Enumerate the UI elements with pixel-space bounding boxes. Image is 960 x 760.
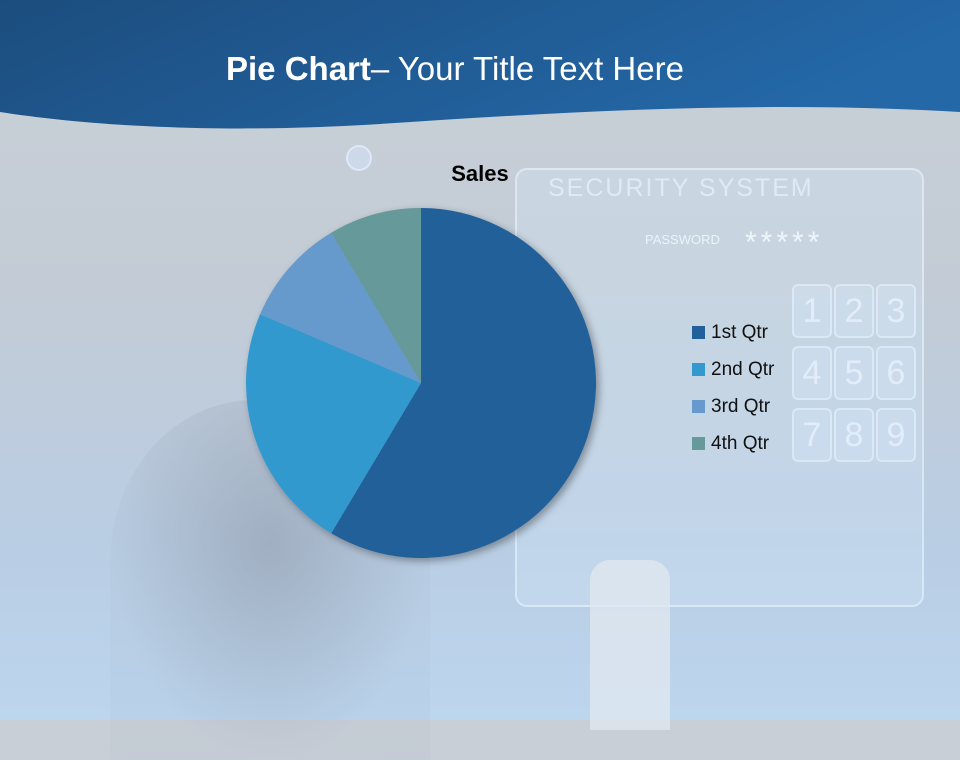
legend-item: 3rd Qtr — [692, 388, 774, 425]
background-key-9: 9 — [876, 408, 916, 462]
slide-title-bold: Pie Chart — [226, 50, 371, 87]
legend-swatch — [692, 326, 705, 339]
background-key-2: 2 — [834, 284, 874, 338]
pie-slice-3 — [260, 232, 421, 383]
header-band — [0, 0, 960, 129]
pie-slice-1 — [331, 208, 597, 558]
background-key-6: 6 — [876, 346, 916, 400]
chart-legend: 1st Qtr 2nd Qtr 3rd Qtr 4th Qtr — [692, 314, 774, 462]
background-key-7: 7 — [792, 408, 832, 462]
legend-item: 2nd Qtr — [692, 351, 774, 388]
background-key-8: 8 — [834, 408, 874, 462]
pie-slice-4 — [331, 208, 421, 383]
background-password-label: PASSWORD — [645, 232, 720, 247]
slide-title: Pie Chart– Your Title Text Here — [226, 50, 684, 88]
slide-title-rest: – Your Title Text Here — [370, 50, 684, 87]
pie-chart — [245, 208, 597, 558]
background-key-3: 3 — [876, 284, 916, 338]
background-key-5: 5 — [834, 346, 874, 400]
chart-title: Sales — [451, 161, 509, 186]
legend-swatch — [692, 363, 705, 376]
decorative-circle — [346, 145, 372, 171]
legend-label: 2nd Qtr — [711, 358, 775, 380]
legend-label: 4th Qtr — [711, 432, 770, 454]
background-key-1: 1 — [792, 284, 832, 338]
legend-item: 4th Qtr — [692, 425, 774, 462]
legend-item: 1st Qtr — [692, 314, 774, 351]
background-key-4: 4 — [792, 346, 832, 400]
background-arm — [590, 560, 670, 730]
legend-label: 1st Qtr — [711, 321, 769, 343]
pie-slice-2 — [245, 314, 421, 534]
legend-label: 3rd Qtr — [711, 395, 771, 417]
background-panel-title: SECURITY SYSTEM — [548, 174, 814, 202]
background-password-mask: ***** — [745, 226, 824, 259]
legend-swatch — [692, 437, 705, 450]
legend-swatch — [692, 400, 705, 413]
